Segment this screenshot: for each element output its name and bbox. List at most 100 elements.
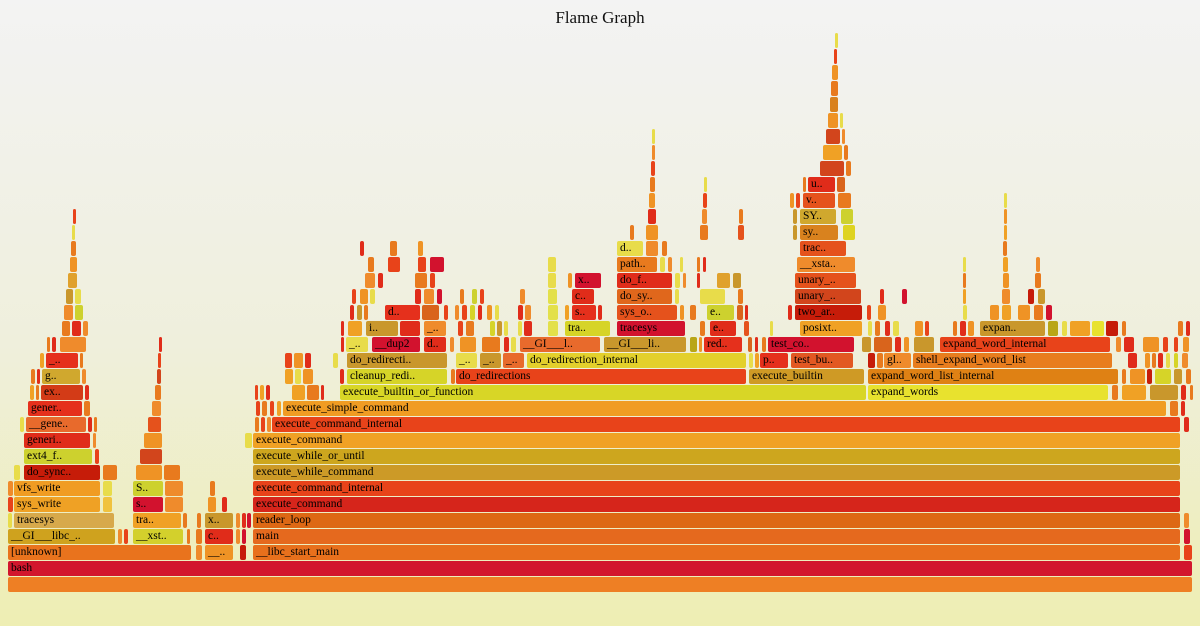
frame[interactable] <box>793 209 797 224</box>
frame[interactable] <box>568 273 572 288</box>
frame-posixt[interactable]: posixt.. <box>800 321 862 336</box>
frame[interactable] <box>697 257 700 272</box>
frame[interactable] <box>1004 193 1007 208</box>
frame[interactable] <box>450 337 454 352</box>
frame[interactable] <box>70 257 77 272</box>
frame[interactable] <box>270 401 274 416</box>
frame[interactable] <box>1002 305 1011 320</box>
frame[interactable] <box>144 433 162 448</box>
frame[interactable] <box>148 417 161 432</box>
frame[interactable] <box>1112 385 1118 400</box>
frame[interactable] <box>525 305 531 320</box>
frame-sys_write[interactable]: sys_write <box>14 497 100 512</box>
frame[interactable] <box>242 513 246 528</box>
frame[interactable] <box>837 177 845 192</box>
frame-execute_command_internal[interactable]: execute_command_internal <box>253 481 1180 496</box>
frame[interactable] <box>307 385 319 400</box>
frame[interactable] <box>960 321 966 336</box>
frame[interactable] <box>1186 369 1191 384</box>
frame-_[interactable]: _.. <box>480 353 501 368</box>
frame-sys_o[interactable]: sys_o.. <box>617 305 677 320</box>
frame-_[interactable]: _.. <box>346 337 368 352</box>
frame-two_ar[interactable]: two_ar.. <box>795 305 862 320</box>
frame[interactable] <box>165 497 183 512</box>
frame[interactable] <box>744 321 749 336</box>
frame-d[interactable]: d.. <box>424 337 446 352</box>
frame[interactable] <box>838 193 851 208</box>
frame[interactable] <box>88 417 92 432</box>
frame[interactable] <box>832 65 838 80</box>
frame[interactable] <box>444 305 448 320</box>
frame[interactable] <box>823 145 842 160</box>
frame[interactable] <box>292 385 305 400</box>
frame[interactable] <box>518 321 522 336</box>
frame[interactable] <box>30 385 34 400</box>
frame[interactable] <box>548 273 556 288</box>
frame[interactable] <box>963 305 967 320</box>
frame[interactable] <box>828 113 838 128</box>
frame[interactable] <box>830 97 838 112</box>
frame-unary_[interactable]: unary_.. <box>795 273 856 288</box>
frame-__xsta[interactable]: __xsta.. <box>797 257 855 272</box>
frame[interactable] <box>846 161 851 176</box>
frame[interactable] <box>796 193 800 208</box>
frame[interactable] <box>646 241 658 256</box>
frame[interactable] <box>418 241 423 256</box>
frame-do_redirection_internal[interactable]: do_redirection_internal <box>527 353 746 368</box>
frame[interactable] <box>1038 289 1045 304</box>
frame[interactable] <box>365 273 375 288</box>
frame[interactable] <box>285 353 292 368</box>
frame-execute_builtin[interactable]: execute_builtin <box>749 369 864 384</box>
frame-execute_command_internal[interactable]: execute_command_internal <box>272 417 1180 432</box>
frame[interactable] <box>437 289 442 304</box>
frame[interactable] <box>877 353 883 368</box>
frame-tracesys[interactable]: tracesys <box>617 321 685 336</box>
frame[interactable] <box>1003 273 1009 288</box>
frame[interactable] <box>242 529 246 544</box>
frame[interactable] <box>158 353 161 368</box>
frame-__libc_start_main[interactable]: __libc_start_main <box>253 545 1180 560</box>
frame[interactable] <box>1003 241 1007 256</box>
frame-vfs_write[interactable]: vfs_write <box>14 481 100 496</box>
frame[interactable] <box>963 273 966 288</box>
frame[interactable] <box>675 273 680 288</box>
frame[interactable] <box>1143 337 1159 352</box>
frame[interactable] <box>1184 545 1192 560</box>
frame[interactable] <box>1184 529 1190 544</box>
frame[interactable] <box>915 321 923 336</box>
frame[interactable] <box>914 337 934 352</box>
frame[interactable] <box>1181 401 1185 416</box>
frame-test_bu[interactable]: test_bu.. <box>791 353 853 368</box>
frame-trac[interactable]: trac.. <box>800 241 846 256</box>
frame-expand_words[interactable]: expand_words <box>868 385 1108 400</box>
frame-c[interactable]: c.. <box>205 529 233 544</box>
frame[interactable] <box>843 225 855 240</box>
frame[interactable] <box>60 337 86 352</box>
frame[interactable] <box>1035 273 1041 288</box>
frame[interactable] <box>1092 321 1104 336</box>
frame[interactable] <box>565 305 569 320</box>
frame-execute_while_or_until[interactable]: execute_while_or_until <box>253 449 1180 464</box>
frame[interactable] <box>340 369 344 384</box>
frame[interactable] <box>1130 369 1145 384</box>
frame[interactable] <box>990 305 999 320</box>
frame[interactable] <box>925 321 929 336</box>
frame[interactable] <box>1122 369 1126 384</box>
frame[interactable] <box>255 417 259 432</box>
frame[interactable] <box>183 513 187 528</box>
frame[interactable] <box>875 321 880 336</box>
frame[interactable] <box>511 337 516 352</box>
frame[interactable] <box>885 321 890 336</box>
frame[interactable] <box>652 145 655 160</box>
frame[interactable] <box>893 321 899 336</box>
frame-reader_loop[interactable]: reader_loop <box>253 513 1180 528</box>
frame[interactable] <box>82 369 86 384</box>
frame-v[interactable]: v.. <box>803 193 835 208</box>
frame-gener[interactable]: gener.. <box>28 401 82 416</box>
frame[interactable] <box>749 353 753 368</box>
frame[interactable] <box>1178 321 1183 336</box>
frame[interactable] <box>8 577 1192 592</box>
frame[interactable] <box>650 177 655 192</box>
frame[interactable] <box>904 337 909 352</box>
frame-__GI___libc_[interactable]: __GI___libc_.. <box>8 529 115 544</box>
